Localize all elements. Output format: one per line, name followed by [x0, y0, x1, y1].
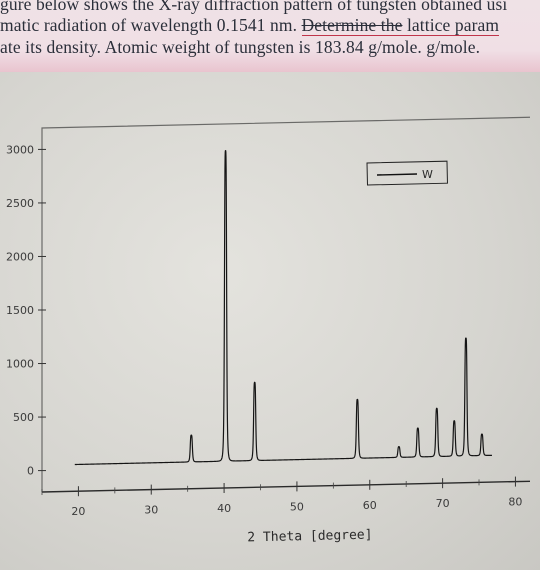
peak-point [465, 337, 467, 339]
peak-point [356, 398, 358, 401]
problem-line-2-end: lattice param [406, 15, 500, 35]
problem-line-1: gure below shows the X-ray diffraction p… [0, 0, 508, 14]
problem-line-2: matic radiation of wavelength 0.1541 nm.… [0, 15, 500, 36]
y-tick-label: 2000 [6, 250, 34, 263]
y-tick-label: 2500 [6, 197, 34, 210]
peak-point [190, 434, 192, 436]
x-tick-label: 80 [508, 496, 522, 509]
peak-point [481, 433, 483, 435]
x-tick-label: 50 [290, 500, 304, 513]
plot-frame [41, 116, 531, 493]
x-axis-line [41, 480, 531, 493]
legend-label-w: W [422, 168, 433, 181]
peak-point [417, 427, 419, 429]
peak-point [224, 150, 227, 152]
x-axis-title: 2 Theta [degree] [247, 528, 373, 546]
x-tick-label: 70 [436, 497, 450, 510]
series-group [74, 150, 493, 466]
plot-frame-border [41, 116, 531, 492]
y-tick-label: 3000 [6, 143, 34, 156]
x-tick-label: 30 [144, 504, 158, 517]
legend-swatch-w [376, 173, 418, 176]
problem-line-2-struck: Determine the [301, 15, 403, 35]
problem-text-band: gure below shows the X-ray diffraction p… [0, 0, 540, 72]
y-tick-label: 1000 [6, 358, 34, 371]
x-tick-label: 60 [363, 499, 377, 512]
y-tick-label: 500 [13, 411, 34, 424]
problem-line-2-start: matic radiation of wavelength 0.1541 nm. [0, 15, 298, 35]
y-tick-label: 1500 [6, 304, 34, 317]
y-axis-ticks: 0 500 1000 1500 2000 2500 3000 [6, 143, 46, 478]
x-tick-label: 20 [71, 505, 85, 518]
peak-point [436, 407, 438, 409]
series-line-w [74, 150, 493, 466]
legend: W [366, 160, 448, 186]
peak-point [254, 381, 256, 384]
y-tick-label: 0 [27, 465, 34, 478]
legend-box [366, 160, 448, 186]
peak-point [398, 446, 400, 448]
peak-point [453, 420, 455, 422]
x-tick-label: 40 [217, 502, 231, 515]
x-axis-ticks: 20 30 40 50 60 70 80 [41, 476, 522, 518]
problem-line-3: ate its density. Atomic weight of tungst… [0, 37, 481, 57]
